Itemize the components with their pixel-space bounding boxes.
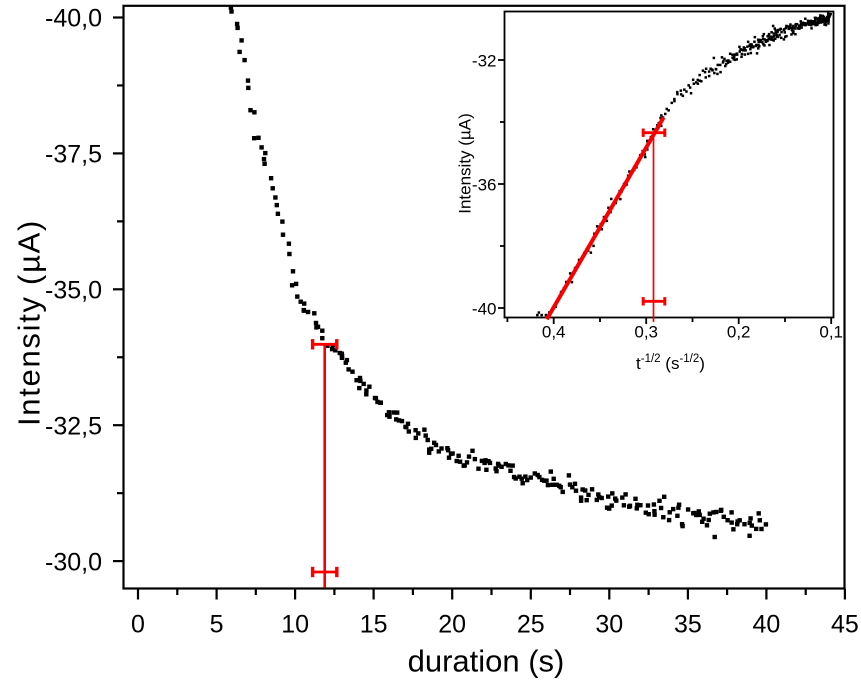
- svg-text:40: 40: [752, 610, 780, 638]
- svg-text:-32: -32: [472, 51, 497, 70]
- svg-text:-37,5: -37,5: [45, 141, 102, 169]
- svg-text:duration (s): duration (s): [408, 644, 565, 679]
- svg-text:15: 15: [360, 610, 388, 638]
- svg-text:5: 5: [210, 610, 224, 638]
- svg-text:-36: -36: [472, 175, 497, 194]
- svg-text:10: 10: [281, 610, 309, 638]
- svg-text:0,3: 0,3: [634, 323, 658, 342]
- svg-text:t-1/2 (s-1/2): t-1/2 (s-1/2): [636, 353, 705, 373]
- svg-text:35: 35: [674, 610, 702, 638]
- svg-text:-35,0: -35,0: [45, 277, 102, 305]
- svg-text:0,1: 0,1: [819, 323, 843, 342]
- svg-text:45: 45: [831, 610, 859, 638]
- svg-text:30: 30: [595, 610, 623, 638]
- svg-text:20: 20: [438, 610, 466, 638]
- svg-text:0,4: 0,4: [542, 323, 566, 342]
- svg-text:Intensity (µA): Intensity (µA): [455, 113, 474, 214]
- svg-text:-40,0: -40,0: [45, 5, 102, 33]
- svg-text:0,2: 0,2: [727, 323, 751, 342]
- svg-text:-30,0: -30,0: [45, 548, 102, 576]
- svg-text:0: 0: [131, 610, 145, 638]
- svg-text:Intensity (µA): Intensity (µA): [12, 219, 47, 426]
- svg-text:-32,5: -32,5: [45, 412, 102, 440]
- svg-text:-40: -40: [472, 299, 497, 318]
- svg-text:25: 25: [517, 610, 545, 638]
